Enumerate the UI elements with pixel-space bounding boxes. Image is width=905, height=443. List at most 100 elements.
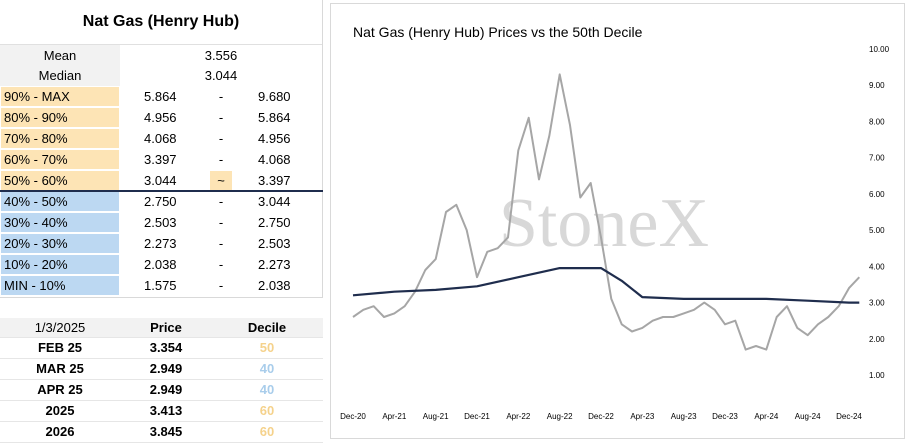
band-low: 4.956 [144, 110, 177, 125]
x-tick-label: Aug-23 [671, 412, 697, 421]
band-low: 3.044 [144, 173, 177, 188]
decile-band-row: 60% - 70% 3.397 - 4.068 [0, 149, 322, 170]
median-divider [0, 190, 323, 192]
x-tick-label: Aug-24 [795, 412, 821, 421]
contract-decile: 40 [259, 382, 275, 397]
band-label: 10% - 20% [1, 255, 119, 274]
x-tick-label: Dec-22 [588, 412, 614, 421]
decile-band-row: 30% - 40% 2.503 - 2.750 [0, 212, 322, 233]
band-low: 5.864 [144, 89, 177, 104]
band-high: 5.864 [258, 110, 291, 125]
stat-label: Mean [0, 44, 120, 65]
x-tick-label: Apr-21 [382, 412, 407, 421]
decile-band-row: 40% - 50% 2.750 - 3.044 [0, 191, 322, 212]
band-low: 2.503 [144, 215, 177, 230]
band-high: 2.038 [258, 278, 291, 293]
band-high: 4.068 [258, 152, 291, 167]
band-separator: - [218, 236, 224, 251]
contract-price: 3.845 [149, 424, 183, 439]
contract-decile: 50 [259, 340, 275, 355]
contract-price: 3.413 [149, 403, 183, 418]
decile-50-series-line [352, 267, 860, 304]
band-separator: - [218, 278, 224, 293]
band-separator: - [218, 215, 224, 230]
contract-label: 2025 [45, 403, 75, 418]
band-low: 2.273 [144, 236, 177, 251]
band-separator: - [218, 257, 224, 272]
y-tick-label: 4.00 [869, 262, 885, 271]
contract-label: FEB 25 [37, 340, 83, 355]
y-tick-label: 10.00 [869, 45, 890, 54]
price-table: 1/3/2025 Price Decile FEB 25 3.354 50 MA… [0, 318, 323, 443]
x-tick-label: Apr-23 [630, 412, 655, 421]
price-row: MAR 25 2.949 40 [0, 359, 323, 380]
band-high: 9.680 [258, 89, 291, 104]
y-tick-label: 5.00 [869, 226, 885, 235]
contract-price: 2.949 [149, 382, 183, 397]
x-tick-label: Aug-22 [547, 412, 573, 421]
band-low: 2.038 [144, 257, 177, 272]
contract-price: 3.354 [149, 340, 183, 355]
band-high: 2.273 [258, 257, 291, 272]
band-separator: - [218, 194, 224, 209]
chart-title: Nat Gas (Henry Hub) Prices vs the 50th D… [353, 24, 643, 40]
x-tick-label: Dec-21 [464, 412, 490, 421]
decile-band-row: 20% - 30% 2.273 - 2.503 [0, 233, 322, 254]
x-tick-label: Apr-24 [754, 412, 779, 421]
band-high: 2.503 [258, 236, 291, 251]
price-row: FEB 25 3.354 50 [0, 338, 323, 359]
stat-value: 3.556 [120, 44, 322, 65]
band-label: 60% - 70% [1, 150, 119, 169]
y-tick-label: 8.00 [869, 117, 885, 126]
band-label: 40% - 50% [1, 192, 119, 211]
y-tick-label: 3.00 [869, 299, 885, 308]
stat-row-mean: Mean 3.556 [0, 44, 322, 65]
header-decile: Decile [247, 320, 287, 335]
decile-band-row: 80% - 90% 4.956 - 5.864 [0, 107, 322, 128]
price-series-line [352, 73, 861, 351]
x-tick-label: Dec-23 [712, 412, 738, 421]
y-tick-label: 9.00 [869, 81, 885, 90]
band-label: MIN - 10% [1, 276, 119, 295]
decile-band-row-current: 50% - 60% 3.044 ~ 3.397 [0, 170, 322, 191]
x-tick-label: Apr-22 [506, 412, 531, 421]
y-tick-label: 1.00 [869, 371, 885, 380]
decile-table: Nat Gas (Henry Hub) Mean 3.556 Median 3.… [0, 0, 323, 298]
y-tick-label: 7.00 [869, 154, 885, 163]
band-separator: - [218, 131, 224, 146]
band-separator: - [218, 152, 224, 167]
stonex-watermark: StoneX [499, 185, 709, 262]
band-low: 1.575 [144, 278, 177, 293]
x-tick-label: Dec-24 [836, 412, 862, 421]
contract-decile: 40 [259, 361, 275, 376]
x-tick-label: Aug-21 [423, 412, 449, 421]
stat-label: Median [0, 65, 120, 86]
band-low: 4.068 [144, 131, 177, 146]
stat-row-median: Median 3.044 [0, 65, 322, 86]
y-tick-label: 6.00 [869, 190, 885, 199]
contract-decile: 60 [259, 403, 275, 418]
contract-label: MAR 25 [36, 361, 84, 376]
price-chart-svg: Nat Gas (Henry Hub) Prices vs the 50th D… [340, 24, 890, 421]
price-row: 2026 3.845 60 [0, 422, 323, 443]
contract-label: APR 25 [37, 382, 83, 397]
decile-band-row: 70% - 80% 4.068 - 4.956 [0, 128, 322, 149]
price-chart: Nat Gas (Henry Hub) Prices vs the 50th D… [330, 3, 905, 439]
band-label: 70% - 80% [1, 129, 119, 148]
band-label: 90% - MAX [1, 87, 119, 106]
band-high: 3.397 [258, 173, 291, 188]
band-high: 4.956 [258, 131, 291, 146]
band-separator: - [218, 110, 224, 125]
contract-decile: 60 [259, 424, 275, 439]
price-table-header: 1/3/2025 Price Decile [0, 318, 323, 338]
contract-label: 2026 [45, 424, 75, 439]
stat-value: 3.044 [204, 68, 238, 83]
y-tick-label: 2.00 [869, 335, 885, 344]
price-row: APR 25 2.949 40 [0, 380, 323, 401]
decile-table-title: Nat Gas (Henry Hub) [82, 13, 240, 30]
header-price: Price [150, 320, 182, 335]
band-label: 80% - 90% [1, 108, 119, 127]
band-low: 3.397 [144, 152, 177, 167]
band-high: 3.044 [258, 194, 291, 209]
band-high: 2.750 [258, 215, 291, 230]
